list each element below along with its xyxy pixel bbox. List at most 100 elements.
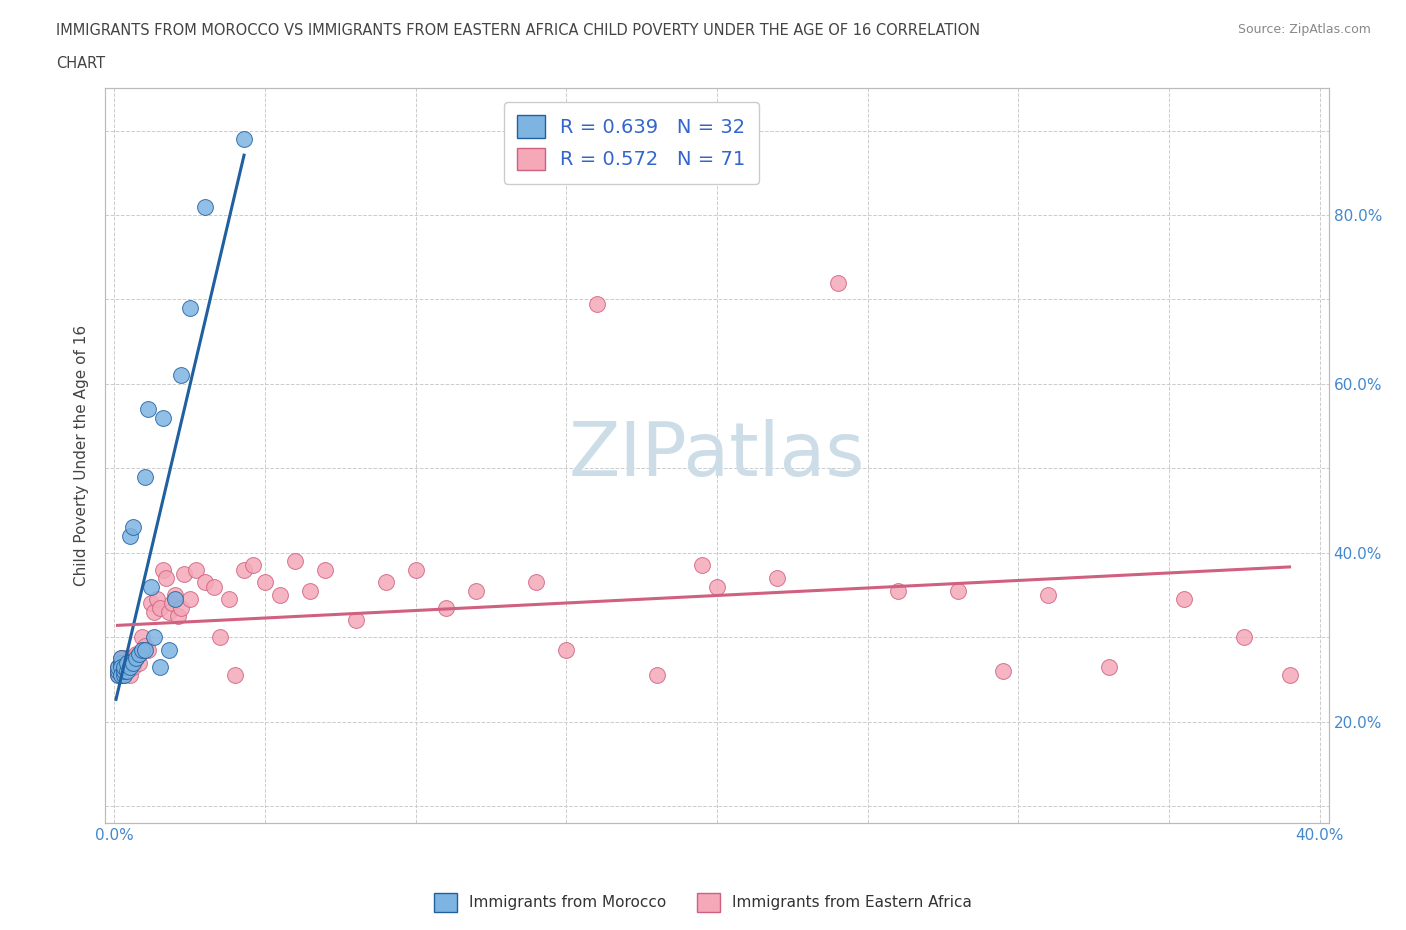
Point <box>179 591 201 606</box>
Point <box>149 659 172 674</box>
Legend: Immigrants from Morocco, Immigrants from Eastern Africa: Immigrants from Morocco, Immigrants from… <box>427 887 979 918</box>
Point <box>134 643 156 658</box>
Text: CHART: CHART <box>56 56 105 71</box>
Point <box>131 643 153 658</box>
Point <box>254 575 277 590</box>
Point <box>145 591 167 606</box>
Point <box>993 664 1015 679</box>
Point <box>706 579 728 594</box>
Point <box>1233 630 1256 644</box>
Point <box>208 630 231 644</box>
Point <box>110 651 132 666</box>
Point <box>218 591 240 606</box>
Point <box>107 668 129 683</box>
Point <box>555 643 578 658</box>
Point <box>163 588 186 603</box>
Point <box>405 563 427 578</box>
Point <box>128 655 150 670</box>
Text: Source: ZipAtlas.com: Source: ZipAtlas.com <box>1237 23 1371 36</box>
Point <box>112 651 135 666</box>
Point <box>118 528 141 543</box>
Point <box>284 554 307 569</box>
Point <box>157 643 180 658</box>
Point <box>173 566 195 581</box>
Point <box>887 583 910 598</box>
Point <box>115 655 138 670</box>
Text: IMMIGRANTS FROM MOROCCO VS IMMIGRANTS FROM EASTERN AFRICA CHILD POVERTY UNDER TH: IMMIGRANTS FROM MOROCCO VS IMMIGRANTS FR… <box>56 23 980 38</box>
Point <box>121 520 143 535</box>
Point <box>152 563 174 578</box>
Point <box>1173 591 1195 606</box>
Point <box>374 575 396 590</box>
Point <box>524 575 547 590</box>
Point <box>1038 588 1060 603</box>
Point <box>128 646 150 661</box>
Legend: R = 0.639   N = 32, R = 0.572   N = 71: R = 0.639 N = 32, R = 0.572 N = 71 <box>503 101 759 183</box>
Point <box>157 604 180 619</box>
Point <box>142 630 165 644</box>
Point <box>1278 668 1301 683</box>
Point <box>110 651 132 666</box>
Point <box>128 646 150 661</box>
Point <box>585 297 607 312</box>
Point <box>134 638 156 653</box>
Point <box>131 630 153 644</box>
Point <box>124 646 146 661</box>
Point <box>121 659 143 674</box>
Point <box>112 668 135 683</box>
Point <box>434 600 457 615</box>
Point <box>110 655 132 670</box>
Point <box>107 659 129 674</box>
Point <box>344 613 367 628</box>
Point <box>690 558 713 573</box>
Point <box>139 596 162 611</box>
Point <box>112 668 135 683</box>
Point <box>233 131 256 146</box>
Point <box>202 579 225 594</box>
Point <box>124 651 146 666</box>
Point <box>107 664 129 679</box>
Point <box>194 575 217 590</box>
Point <box>110 655 132 670</box>
Point <box>115 655 138 670</box>
Point <box>766 571 789 586</box>
Point <box>124 651 146 666</box>
Point <box>136 643 159 658</box>
Point <box>139 579 162 594</box>
Point <box>121 651 143 666</box>
Point <box>242 558 264 573</box>
Point <box>179 300 201 315</box>
Point <box>110 659 132 674</box>
Point <box>107 659 129 674</box>
Point <box>645 668 668 683</box>
Y-axis label: Child Poverty Under the Age of 16: Child Poverty Under the Age of 16 <box>75 326 90 586</box>
Point <box>194 199 217 214</box>
Point <box>233 563 256 578</box>
Point <box>115 664 138 679</box>
Point <box>118 659 141 674</box>
Point <box>166 609 188 624</box>
Point <box>1098 659 1121 674</box>
Point <box>112 664 135 679</box>
Point <box>115 659 138 674</box>
Point <box>142 604 165 619</box>
Point <box>184 563 207 578</box>
Point <box>118 659 141 674</box>
Point <box>269 588 291 603</box>
Point <box>136 402 159 417</box>
Point <box>170 368 193 383</box>
Text: ZIPatlas: ZIPatlas <box>569 419 865 492</box>
Point <box>110 659 132 674</box>
Point <box>134 470 156 485</box>
Point <box>110 668 132 683</box>
Point <box>121 655 143 670</box>
Point <box>112 659 135 674</box>
Point <box>107 668 129 683</box>
Point <box>112 664 135 679</box>
Point <box>224 668 246 683</box>
Point <box>118 668 141 683</box>
Point <box>827 275 849 290</box>
Point <box>118 651 141 666</box>
Point <box>110 668 132 683</box>
Point <box>160 596 183 611</box>
